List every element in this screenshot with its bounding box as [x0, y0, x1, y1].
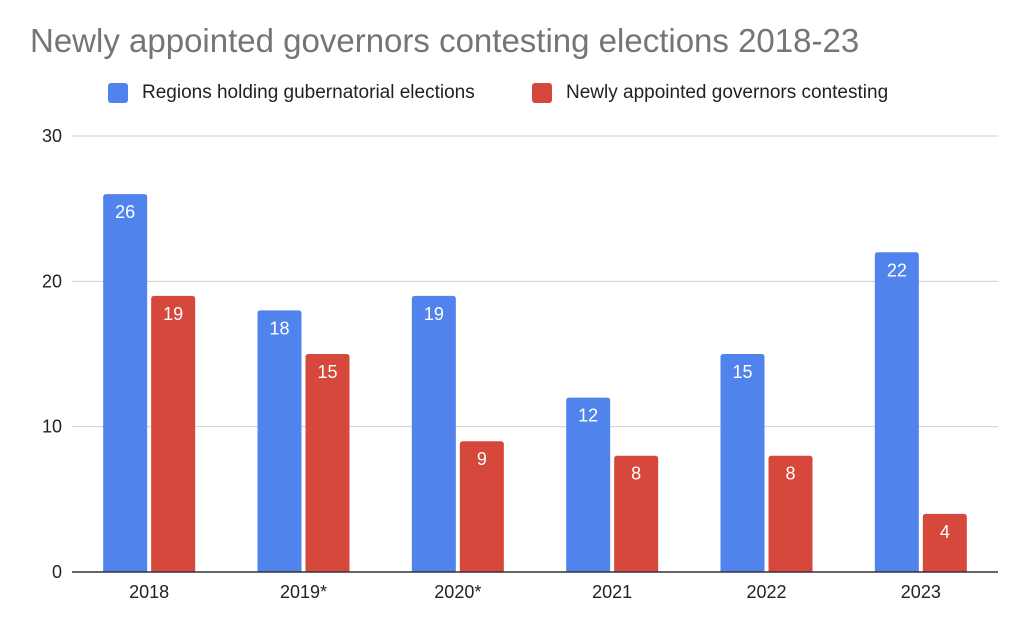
bar	[874, 252, 919, 572]
bar	[566, 397, 611, 572]
bar	[922, 513, 967, 572]
legend-item-governors: Newly appointed governors contesting	[532, 78, 888, 108]
data-label: 18	[269, 318, 289, 338]
y-tick-label: 0	[52, 562, 62, 582]
data-label: 26	[115, 202, 135, 222]
y-tick-label: 30	[42, 126, 62, 146]
data-label: 9	[477, 449, 487, 469]
legend-label-governors: Newly appointed governors contesting	[566, 82, 889, 103]
data-label: 22	[887, 260, 907, 280]
x-tick-label: 2020*	[434, 582, 481, 602]
legend-swatch-regions	[108, 83, 128, 103]
bar	[614, 455, 659, 572]
legend-label-regions: Regions holding gubernatorial elections	[142, 82, 475, 103]
legend: Regions holding gubernatorial elections …	[0, 78, 1024, 108]
bar	[768, 455, 813, 572]
x-tick-label: 2023	[901, 582, 941, 602]
data-label: 15	[317, 362, 337, 382]
data-label: 4	[940, 522, 950, 542]
data-label: 19	[424, 304, 444, 324]
bar	[103, 194, 148, 572]
bar	[459, 441, 504, 572]
bar	[257, 310, 302, 572]
y-tick-label: 20	[42, 271, 62, 291]
data-label: 8	[631, 464, 641, 484]
bar	[720, 354, 765, 572]
x-tick-label: 2018	[129, 582, 169, 602]
data-label: 19	[163, 304, 183, 324]
x-tick-label: 2021	[592, 582, 632, 602]
x-tick-label: 2019*	[280, 582, 327, 602]
data-label: 12	[578, 406, 598, 426]
chart-title: Newly appointed governors contesting ele…	[30, 22, 860, 59]
bar	[151, 295, 196, 572]
legend-swatch-governors	[532, 83, 552, 103]
x-tick-label: 2022	[746, 582, 786, 602]
bar	[411, 295, 456, 572]
legend-item-regions: Regions holding gubernatorial elections	[108, 78, 475, 108]
data-label: 15	[732, 362, 752, 382]
y-tick-label: 10	[42, 417, 62, 437]
bar	[305, 354, 350, 572]
data-label: 8	[785, 464, 795, 484]
